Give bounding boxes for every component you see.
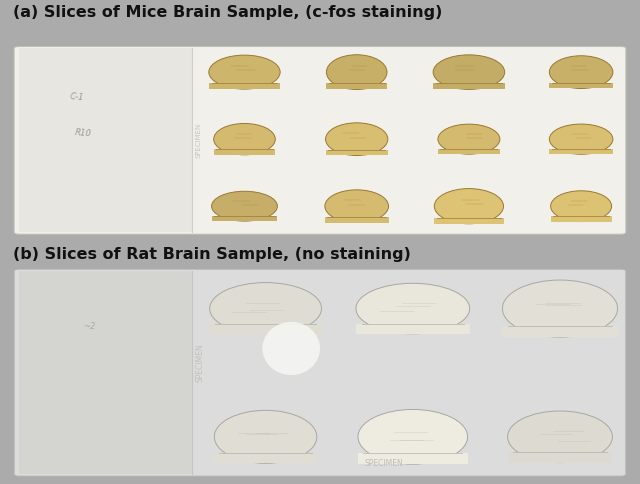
Bar (550, 216, 612, 222)
Bar (502, 326, 618, 337)
Bar (209, 83, 280, 89)
Ellipse shape (435, 189, 504, 224)
Bar (433, 83, 505, 90)
Ellipse shape (210, 283, 321, 334)
Bar (356, 324, 470, 334)
Text: (b) Slices of Rat Brain Sample, (no staining): (b) Slices of Rat Brain Sample, (no stai… (13, 247, 411, 262)
Text: SPECIMEN: SPECIMEN (195, 123, 201, 158)
Text: ~2: ~2 (83, 322, 96, 331)
Bar (19, 271, 192, 474)
Ellipse shape (358, 409, 468, 464)
Bar (325, 217, 388, 223)
Text: R10: R10 (74, 128, 92, 138)
Bar (19, 48, 192, 232)
Bar (438, 149, 500, 154)
Ellipse shape (214, 410, 317, 463)
Text: C-1: C-1 (69, 91, 84, 102)
Ellipse shape (212, 191, 277, 221)
Bar (214, 150, 275, 155)
Bar (326, 150, 388, 155)
Bar (212, 216, 277, 221)
Ellipse shape (502, 280, 618, 337)
Ellipse shape (550, 191, 612, 222)
Ellipse shape (508, 411, 612, 463)
Ellipse shape (209, 55, 280, 89)
FancyBboxPatch shape (14, 269, 626, 476)
Bar (326, 83, 387, 90)
Ellipse shape (433, 55, 505, 90)
Bar (435, 218, 504, 224)
Bar (210, 324, 321, 334)
Bar (508, 453, 612, 463)
Text: SPECIMEN: SPECIMEN (195, 344, 204, 382)
Ellipse shape (326, 123, 388, 155)
Ellipse shape (549, 56, 613, 89)
Bar (549, 149, 613, 154)
Bar (214, 453, 317, 463)
Text: SPECIMEN: SPECIMEN (365, 459, 403, 468)
Ellipse shape (438, 124, 500, 154)
Ellipse shape (214, 123, 275, 155)
Ellipse shape (549, 124, 613, 154)
Ellipse shape (262, 322, 320, 375)
Ellipse shape (356, 283, 470, 334)
Ellipse shape (325, 190, 388, 223)
Bar (549, 83, 613, 89)
Bar (358, 453, 468, 464)
Ellipse shape (326, 55, 387, 90)
FancyBboxPatch shape (14, 46, 626, 234)
Text: (a) Slices of Mice Brain Sample, (c-fos staining): (a) Slices of Mice Brain Sample, (c-fos … (13, 5, 442, 20)
